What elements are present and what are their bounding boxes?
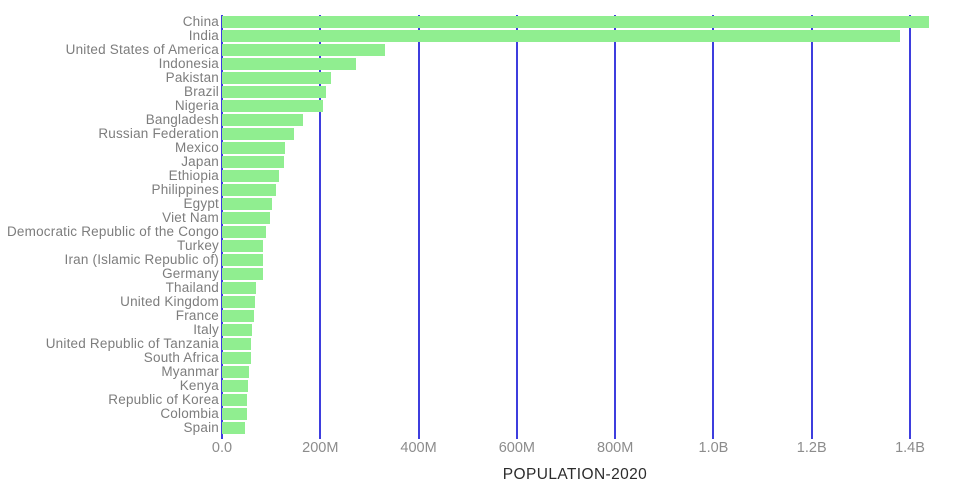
- country-label: Ethiopia: [168, 169, 219, 183]
- population-bar: [222, 44, 385, 56]
- population-bar: [222, 394, 248, 406]
- population-bar: [222, 184, 276, 196]
- x-tick-label: 400M: [400, 440, 437, 456]
- country-label: Viet Nam: [162, 211, 219, 225]
- population-bar: [222, 338, 252, 350]
- population-bar: [222, 100, 324, 112]
- gridline: [909, 15, 911, 439]
- gridline: [810, 15, 813, 439]
- country-label: Mexico: [175, 141, 219, 155]
- country-label: Bangladesh: [145, 113, 219, 127]
- population-bar: [222, 16, 930, 28]
- country-label: Japan: [181, 155, 219, 169]
- population-bar: [222, 422, 245, 434]
- country-label: Myanmar: [161, 365, 219, 379]
- x-axis-title: POPULATION-2020: [502, 466, 648, 483]
- population-bar: [222, 268, 264, 280]
- gridline: [319, 15, 322, 439]
- country-label: Pakistan: [165, 71, 219, 85]
- country-label: Turkey: [177, 239, 219, 253]
- x-tick-label: 1.0B: [698, 440, 729, 456]
- population-bar: [222, 380, 249, 392]
- gridline: [417, 15, 420, 439]
- population-bar: [222, 310, 255, 322]
- country-label: Iran (Islamic Republic of): [64, 253, 219, 267]
- country-label: South Africa: [143, 351, 219, 365]
- x-tick-label: 800M: [597, 440, 634, 456]
- country-label: Spain: [183, 421, 219, 435]
- country-label: Brazil: [184, 85, 219, 99]
- population-bar: [222, 408, 247, 420]
- population-bar: [222, 226, 267, 238]
- country-label: France: [175, 309, 219, 323]
- population-bar: [222, 114, 303, 126]
- population-bar: [222, 58, 357, 70]
- x-tick-label: 200M: [302, 440, 339, 456]
- population-bar: [222, 240, 264, 252]
- country-label: Germany: [162, 267, 219, 281]
- population-bar: [222, 282, 257, 294]
- population-bar: [222, 212, 270, 224]
- x-tick-label: 0.0: [211, 440, 233, 456]
- population-bar: [222, 128, 294, 140]
- country-label: Italy: [193, 323, 219, 337]
- country-label: Thailand: [165, 281, 219, 295]
- population-bar: [222, 366, 249, 378]
- country-label: China: [182, 15, 219, 29]
- country-label: United Kingdom: [120, 295, 219, 309]
- population-bar: [222, 86, 327, 98]
- country-label: Egypt: [183, 197, 219, 211]
- population-bar: [222, 30, 901, 42]
- population-bar: [222, 156, 285, 168]
- country-label: India: [188, 29, 219, 43]
- country-label: Republic of Korea: [108, 393, 219, 407]
- country-label: Colombia: [160, 407, 219, 421]
- plot-area: [221, 15, 960, 439]
- population-bar: [222, 170, 279, 182]
- population-bar: [222, 352, 252, 364]
- x-tick-label: 1.4B: [895, 440, 925, 456]
- x-tick-label: 600M: [498, 440, 535, 456]
- population-bar: [222, 324, 252, 336]
- population-bar: [222, 296, 256, 308]
- country-label: Indonesia: [158, 57, 219, 71]
- x-tick-label: 1.2B: [796, 440, 827, 456]
- country-label: Philippines: [151, 183, 219, 197]
- x-axis-ticks: 0.0 200M 400M 600M 800M 1.0B 1.2B 1.4B: [212, 440, 960, 458]
- population-bar: [222, 198, 273, 210]
- y-axis-labels: China India United States of America Indone…: [0, 15, 219, 435]
- population-bar: [222, 142, 286, 154]
- gridline: [712, 15, 715, 439]
- country-label: Nigeria: [174, 99, 219, 113]
- population-bar: [222, 72, 331, 84]
- gridline: [614, 15, 617, 439]
- country-label: Russian Federation: [98, 127, 219, 141]
- gridline: [515, 15, 518, 439]
- population-bar: [222, 254, 264, 266]
- country-label: United States of America: [65, 43, 219, 57]
- country-label: Kenya: [179, 379, 219, 393]
- country-label: Democratic Republic of the Congo: [6, 225, 219, 239]
- country-label: United Republic of Tanzania: [45, 337, 219, 351]
